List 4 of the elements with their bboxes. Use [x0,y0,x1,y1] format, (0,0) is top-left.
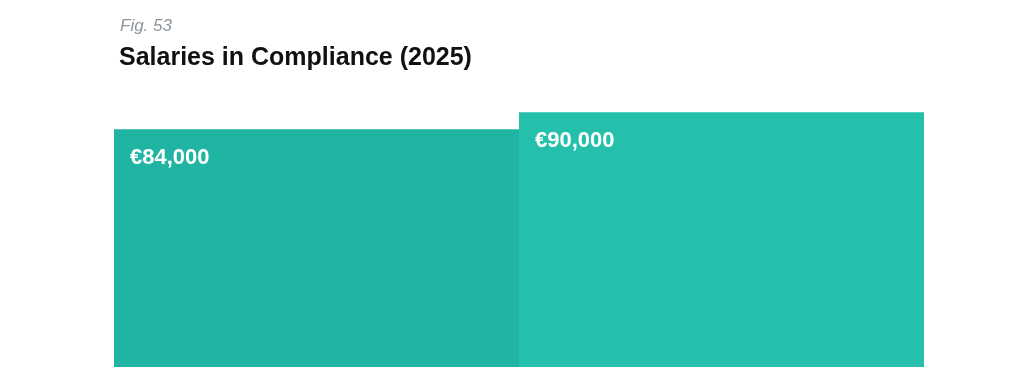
caption: Fig. 53 [120,16,173,35]
data-label: €84,000 [130,143,210,169]
chart-title: Salaries in Compliance (2025) [119,41,472,70]
data-label: €90,000 [535,126,615,152]
